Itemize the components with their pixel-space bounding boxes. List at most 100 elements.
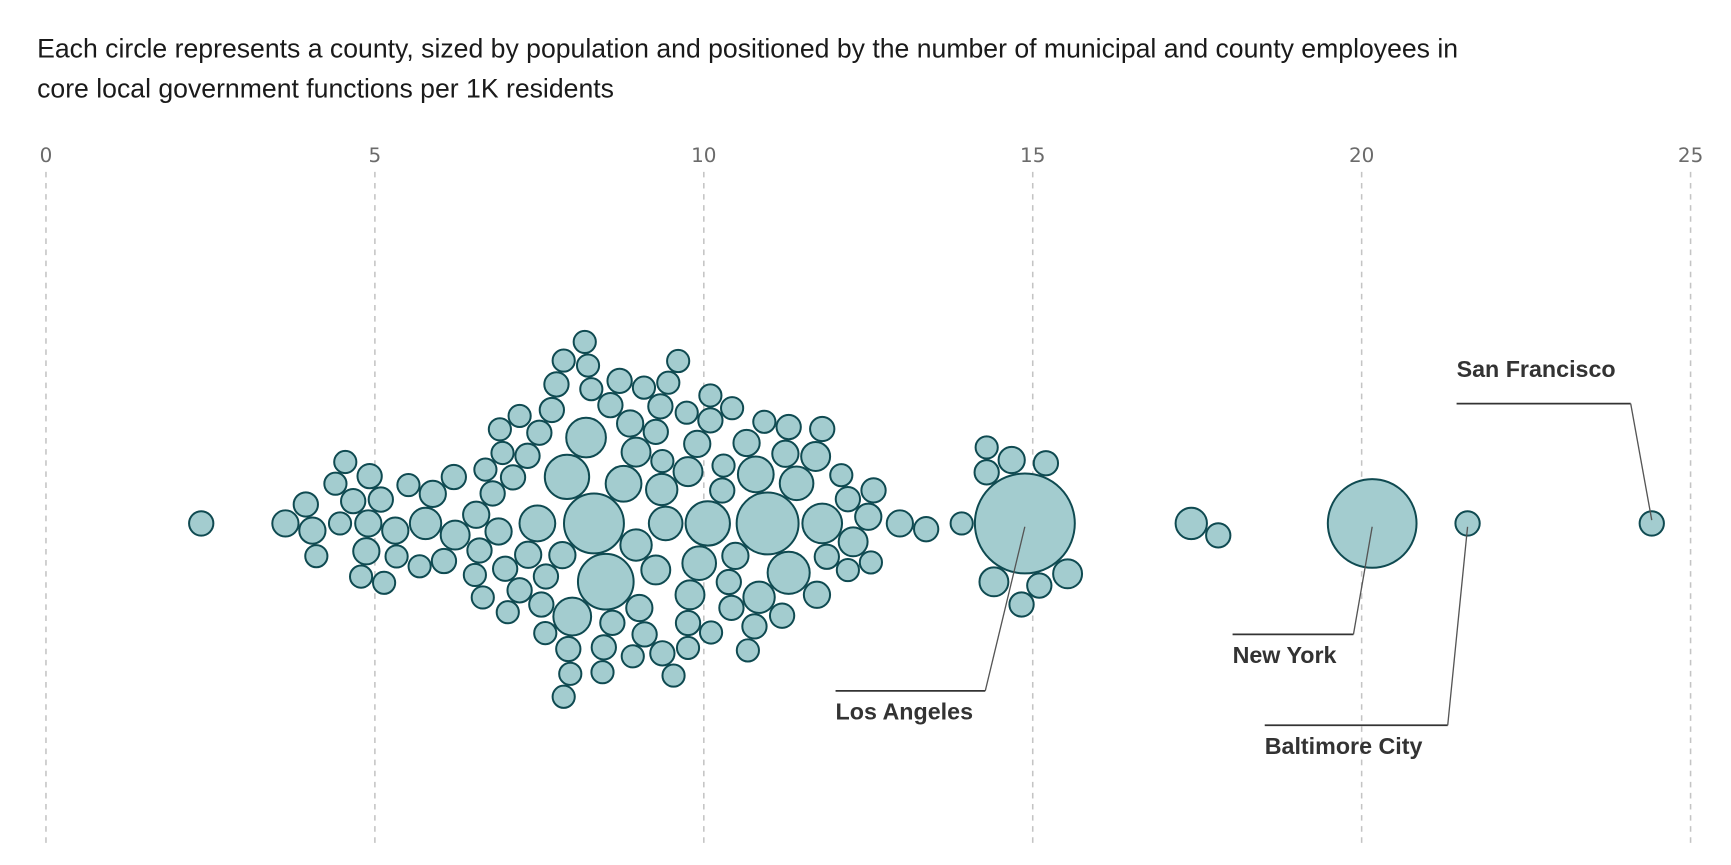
county-circle[interactable] [978, 566, 1010, 598]
county-circle[interactable] [487, 417, 512, 442]
county-circle[interactable] [532, 563, 560, 590]
county-circle[interactable] [499, 464, 527, 491]
county-circle[interactable] [1032, 450, 1060, 477]
county-circle[interactable] [473, 457, 498, 482]
county-circle[interactable] [720, 396, 745, 421]
county-circle[interactable] [913, 516, 940, 543]
county-circle[interactable] [323, 471, 348, 496]
county-circle[interactable] [698, 383, 723, 408]
county-circle[interactable] [735, 638, 760, 663]
county-circle[interactable] [543, 371, 570, 398]
county-circle[interactable] [802, 580, 832, 609]
county-circle[interactable] [562, 492, 625, 555]
county-circle[interactable] [674, 579, 706, 611]
county-circle[interactable] [752, 409, 777, 434]
county-circle[interactable] [440, 463, 467, 491]
county-circle[interactable] [565, 416, 607, 459]
county-circle[interactable] [675, 635, 701, 661]
county-circle[interactable] [973, 472, 1076, 575]
county-circle[interactable] [575, 353, 601, 378]
county-circle[interactable] [528, 591, 555, 618]
county-circle[interactable] [829, 463, 854, 488]
county-circle[interactable] [834, 486, 862, 513]
county-circle[interactable] [973, 459, 1000, 486]
county-circle[interactable] [1638, 510, 1665, 537]
county-circle[interactable] [356, 463, 383, 490]
county-circle[interactable] [538, 396, 565, 424]
county-circle[interactable] [732, 428, 761, 458]
county-circle[interactable] [775, 413, 802, 441]
county-circle[interactable] [340, 488, 367, 515]
county-circle[interactable] [801, 502, 844, 545]
county-circle[interactable] [684, 500, 731, 547]
county-circle[interactable] [642, 418, 669, 446]
county-circle[interactable] [858, 550, 883, 575]
county-circle[interactable] [188, 510, 215, 537]
county-circle[interactable] [709, 477, 736, 504]
county-circle[interactable] [778, 465, 815, 502]
county-circle[interactable] [304, 544, 329, 569]
county-circle[interactable] [854, 502, 883, 531]
county-circle[interactable] [1052, 558, 1084, 590]
county-circle[interactable] [396, 472, 421, 498]
county-circle[interactable] [674, 609, 702, 637]
county-circle[interactable] [381, 516, 410, 545]
county-circle[interactable] [809, 415, 836, 443]
county-circle[interactable] [384, 544, 409, 569]
county-circle[interactable] [715, 568, 742, 596]
county-circle[interactable] [579, 377, 604, 402]
county-circle[interactable] [551, 684, 576, 709]
county-circle[interactable] [495, 600, 520, 625]
county-circle[interactable] [597, 392, 624, 419]
county-circle[interactable] [813, 543, 840, 570]
county-circle[interactable] [555, 635, 582, 663]
county-circle[interactable] [1205, 522, 1232, 549]
county-circle[interactable] [333, 449, 358, 475]
county-circle[interactable] [974, 435, 999, 460]
county-circle[interactable] [631, 375, 657, 400]
county-circle[interactable] [837, 526, 869, 558]
county-circle[interactable] [551, 348, 576, 373]
county-circle[interactable] [576, 552, 635, 611]
county-circle[interactable] [860, 477, 887, 504]
county-circle[interactable] [271, 509, 300, 538]
county-circle[interactable] [650, 448, 675, 474]
county-circle[interactable] [606, 367, 633, 395]
county-circle[interactable] [640, 554, 672, 586]
county-circle[interactable] [661, 663, 686, 688]
county-circle[interactable] [736, 455, 775, 494]
county-circle[interactable] [408, 506, 443, 541]
county-circle[interactable] [1026, 572, 1053, 599]
county-circle[interactable] [711, 453, 736, 478]
county-circle[interactable] [1174, 506, 1208, 541]
county-circle[interactable] [590, 660, 615, 685]
county-circle[interactable] [681, 545, 718, 582]
county-circle[interactable] [742, 580, 776, 614]
county-circle[interactable] [514, 540, 543, 569]
county-circle[interactable] [645, 472, 679, 507]
county-circle[interactable] [298, 516, 327, 545]
county-circle[interactable] [418, 479, 447, 508]
county-circle[interactable] [479, 480, 506, 507]
county-circle[interactable] [558, 661, 583, 686]
county-circle[interactable] [372, 570, 397, 595]
county-circle[interactable] [484, 517, 513, 546]
county-circle[interactable] [697, 407, 724, 434]
county-circle[interactable] [572, 329, 597, 355]
county-circle[interactable] [518, 504, 557, 543]
county-circle[interactable] [348, 564, 374, 589]
county-circle[interactable] [526, 419, 553, 446]
county-circle[interactable] [721, 541, 750, 571]
county-circle[interactable] [683, 429, 712, 458]
county-circle[interactable] [766, 550, 811, 595]
county-circle[interactable] [620, 436, 652, 468]
county-circle[interactable] [1008, 591, 1035, 618]
county-circle[interactable] [620, 644, 645, 669]
county-circle[interactable] [354, 509, 383, 538]
county-circle[interactable] [625, 593, 654, 623]
county-circle[interactable] [599, 609, 626, 636]
county-circle[interactable] [718, 594, 745, 622]
county-circle[interactable] [407, 554, 432, 579]
county-circle[interactable] [327, 511, 353, 536]
county-circle[interactable] [507, 403, 532, 429]
